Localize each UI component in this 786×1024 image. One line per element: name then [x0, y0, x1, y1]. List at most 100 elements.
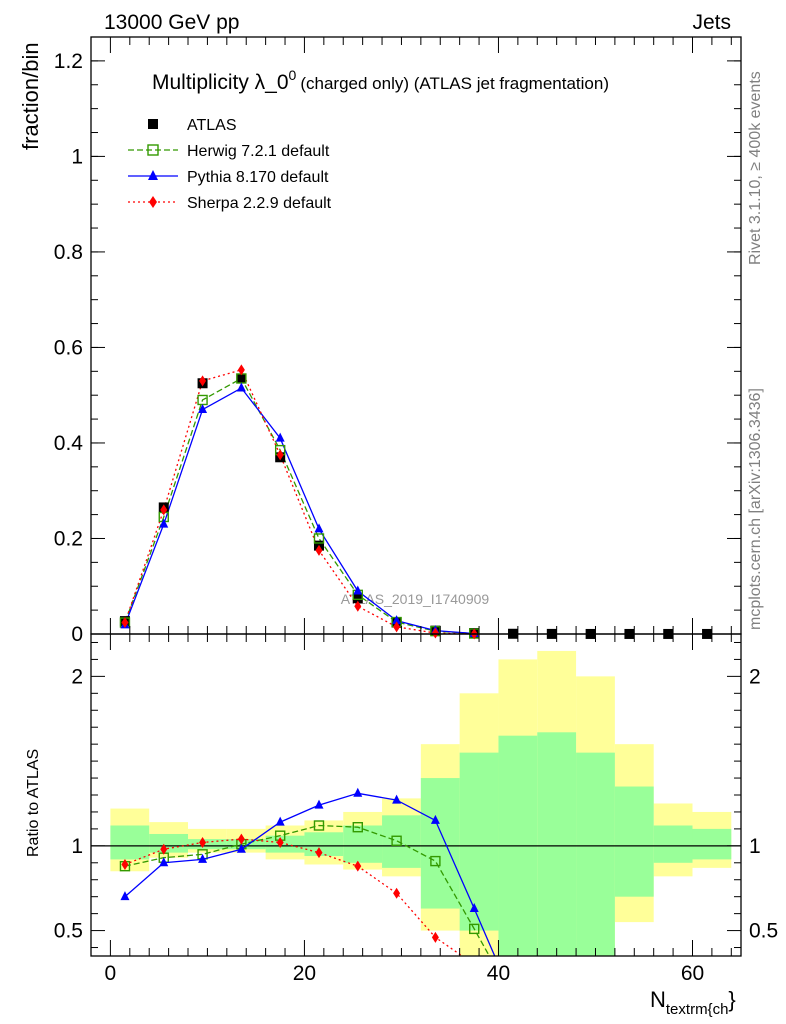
uncertainty-band-green	[149, 833, 189, 853]
data-point	[431, 627, 439, 639]
ratio-point	[315, 847, 323, 859]
uncertainty-band-green	[459, 752, 499, 931]
legend-label: Herwig 7.2.1 default	[187, 143, 330, 160]
series-line	[124, 387, 475, 635]
ratio-plot-area: 0 20 40 60 0.5 0.5 1 1 2 2	[54, 633, 778, 985]
data-point	[314, 523, 324, 533]
ratio-y-tick-label: 0.5	[54, 920, 83, 943]
data-point	[199, 375, 207, 387]
ratio-point	[159, 857, 169, 867]
data-point	[198, 404, 208, 414]
data-point	[313, 533, 325, 544]
ratio-point	[199, 836, 207, 848]
legend-marker	[147, 144, 159, 156]
uncertainty-band-green	[653, 825, 693, 863]
ratio-y-tick-label-right: 0.5	[749, 920, 778, 943]
data-point	[392, 615, 402, 625]
y-tick-label: 1	[71, 145, 83, 168]
x-axis-label: Ntextrm{ch}	[650, 987, 736, 1018]
legend-label: Sherpa 2.2.9 default	[187, 195, 332, 212]
data-point	[353, 585, 363, 595]
data-point	[275, 432, 285, 442]
x-axis-label-end: }	[728, 987, 735, 1012]
series-line	[124, 369, 475, 635]
ratio-series-group	[119, 787, 496, 956]
y-tick-label: 0.2	[54, 527, 83, 550]
ratio-point	[353, 787, 363, 797]
data-point	[236, 382, 246, 392]
header-jets-label: Jets	[692, 11, 731, 34]
x-tick-label: 20	[293, 962, 316, 985]
y-tick-label: 0.8	[54, 241, 83, 264]
ratio-point	[430, 855, 441, 867]
data-point	[159, 518, 169, 528]
uncertainty-band-green	[420, 778, 460, 909]
ratio-y-tick-label: 1	[71, 835, 83, 858]
y-tick-label: 1.2	[54, 50, 83, 73]
ratio-line	[124, 824, 491, 956]
uncertainty-band-green	[576, 752, 615, 956]
legend-marker	[148, 119, 158, 129]
x-axis-label-sub: textrm{ch	[666, 1001, 729, 1018]
ratio-point	[391, 835, 402, 846]
ratio-point	[198, 853, 208, 863]
uncertainty-band-green	[304, 832, 344, 857]
main-y-axis-label: fraction/bin	[18, 42, 43, 150]
ratio-point	[354, 860, 362, 872]
ratio-point	[392, 794, 402, 804]
ratio-line	[124, 838, 464, 956]
legend-label: Pythia 8.170 default	[187, 169, 329, 186]
ratio-point	[121, 858, 129, 870]
y-tick-label: 0	[71, 623, 83, 646]
uncertainty-band-green	[692, 828, 732, 860]
uncertainty-band-green	[537, 732, 577, 956]
ratio-point	[236, 843, 246, 853]
analysis-watermark: ATLAS_2019_I1740909	[341, 591, 490, 607]
x-tick-label: 40	[487, 962, 510, 985]
data-point	[276, 449, 284, 461]
legend-marker	[149, 196, 157, 208]
ratio-y-tick-label-right: 2	[749, 665, 761, 688]
ratio-y-tick-label: 2	[71, 665, 83, 688]
plot-title-sup: 0	[289, 67, 297, 83]
ratio-point	[393, 887, 401, 899]
data-point	[352, 593, 363, 604]
ratio-point	[469, 923, 480, 935]
x-tick-label: 0	[105, 962, 117, 985]
uncertainty-band-green	[614, 786, 654, 897]
plot-title-main: Multiplicity λ_0	[152, 71, 289, 94]
ratio-point	[313, 820, 325, 831]
ratio-point	[469, 903, 479, 913]
y-tick-label: 0.6	[54, 336, 83, 359]
ratio-point	[352, 822, 363, 833]
data-point	[354, 600, 362, 612]
y-tick-label: 0.4	[54, 432, 84, 455]
data-point	[121, 617, 129, 629]
data-point	[236, 373, 247, 384]
mcplots-label: mcplots.cern.ch [arXiv:1306.3436]	[747, 388, 764, 630]
ratio-point	[160, 843, 168, 855]
ratio-point	[120, 891, 130, 901]
ratio-point	[431, 931, 439, 943]
x-axis-label-main: N	[650, 987, 666, 1012]
ratio-point	[237, 833, 245, 845]
ratio-point	[275, 816, 285, 826]
ratio-y-axis-label: Ratio to ATLAS	[25, 749, 42, 857]
header-energy-label: 13000 GeV pp	[104, 11, 239, 34]
data-point	[237, 364, 245, 376]
ratio-point	[314, 799, 324, 809]
legend-label: ATLAS	[187, 117, 237, 134]
data-point	[315, 544, 323, 556]
x-tick-label: 60	[681, 962, 704, 985]
legend-marker	[148, 170, 158, 180]
uncertainty-band-green	[110, 825, 150, 860]
ratio-point	[276, 836, 284, 848]
legend: ATLAS Herwig 7.2.1 default Pythia 8.170 de…	[128, 117, 332, 212]
plot-title: Multiplicity λ_00 (charged only) (ATLAS j…	[152, 67, 609, 94]
ratio-point	[430, 814, 440, 824]
data-point	[393, 621, 401, 633]
ratio-y-tick-label-right: 1	[749, 835, 761, 858]
data-point	[160, 504, 168, 516]
series-line	[124, 377, 475, 635]
